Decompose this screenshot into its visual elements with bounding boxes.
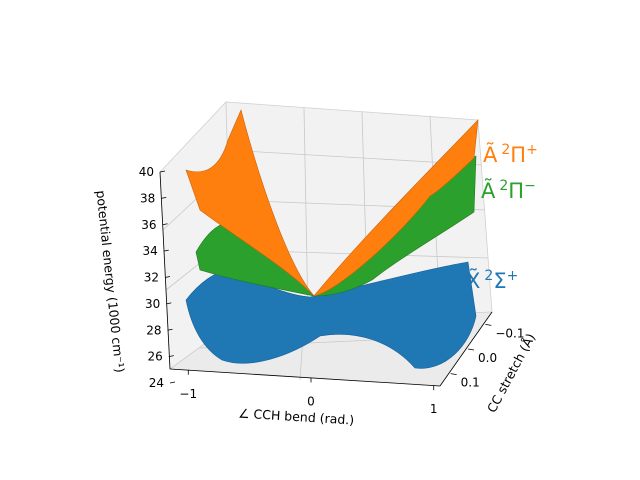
y-axis xyxy=(439,311,493,387)
grid-line-back-v2 xyxy=(361,111,369,319)
y-tick-labels: −0.1 0.0 0.1 xyxy=(450,323,524,390)
y-tick-label: 0.0 xyxy=(478,351,497,365)
z-tick-label: 32 xyxy=(144,271,159,285)
z-tick-label: 26 xyxy=(147,350,162,364)
x-tick-label: −1 xyxy=(179,387,197,401)
y-tick-label: −0.1 xyxy=(495,326,524,340)
surface-label-parity: − xyxy=(524,178,536,194)
z-tick xyxy=(163,249,169,252)
surface-label-term: Σ xyxy=(493,269,506,293)
z-tick xyxy=(162,223,168,226)
x-tick-label: 1 xyxy=(430,402,438,416)
grid-line-back-v1 xyxy=(303,107,309,321)
z-tick xyxy=(167,328,173,331)
z-tick-label: 36 xyxy=(141,218,156,232)
x-axis-label: ∠ CCH bend (rad.) xyxy=(238,405,355,427)
y-axis-line xyxy=(439,311,493,387)
surface-label-state: X̃ xyxy=(466,268,480,293)
x-tick-labels: −1 0 1 xyxy=(179,369,438,416)
z-tick xyxy=(164,276,171,278)
y-tick-label: 0.1 xyxy=(461,376,480,390)
surface-a-2pi-plus xyxy=(185,109,479,297)
surface-label-parity: + xyxy=(507,268,519,284)
z-tick-label: 38 xyxy=(140,191,155,205)
y-tick xyxy=(450,373,457,376)
y-tick xyxy=(467,348,475,351)
z-tick xyxy=(161,196,167,199)
z-axis-label: potential energy (1000 cm⁻¹) xyxy=(93,190,127,374)
z-tick xyxy=(169,381,176,384)
z-tick-label: 28 xyxy=(146,323,161,337)
surface-labels: X̃ 2Σ+Ã 2Π−Ã 2Π+ xyxy=(466,141,538,293)
z-tick-label: 24 xyxy=(149,376,164,390)
x-axis xyxy=(169,368,441,387)
z-tick-label: 30 xyxy=(145,297,160,311)
x-axis-line xyxy=(169,368,441,387)
surface-label-parity: + xyxy=(526,142,538,158)
z-tick-labels: 24 26 28 30 32 34 36 38 40 xyxy=(139,165,176,390)
z-tick xyxy=(168,355,174,358)
surface-label-state: Ã xyxy=(481,177,496,203)
z-axis xyxy=(159,171,171,370)
surface-label-term: Π xyxy=(508,179,524,203)
y-axis-label: CC stretch (Å) xyxy=(484,331,538,415)
surface-label-term: Π xyxy=(510,143,526,167)
surface-label-multiplicity: 2 xyxy=(484,268,493,284)
x-tick-label: 0 xyxy=(307,395,315,409)
surface-label: Ã 2Π+ xyxy=(483,141,538,167)
z-tick-label: 34 xyxy=(142,244,157,258)
z-axis-line xyxy=(159,171,171,370)
surface-label-multiplicity: 2 xyxy=(499,178,508,194)
z-tick xyxy=(159,170,166,173)
y-tick xyxy=(485,323,492,326)
surface-label: Ã 2Π− xyxy=(481,177,536,203)
surface-label-multiplicity: 2 xyxy=(501,142,510,158)
surface-label-state: Ã xyxy=(483,141,498,167)
z-tick xyxy=(166,302,172,305)
z-tick-label: 40 xyxy=(139,165,154,179)
surface-label: X̃ 2Σ+ xyxy=(466,268,518,293)
